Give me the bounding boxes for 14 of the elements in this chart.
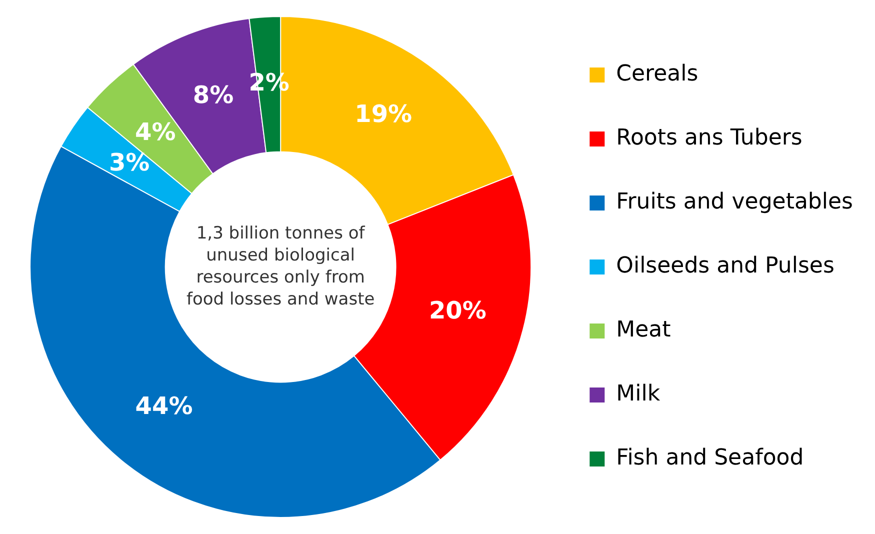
data-label: 20% (428, 296, 486, 325)
legend-label: Cereals (616, 62, 698, 87)
legend-label: Fish and Seafood (616, 446, 804, 471)
legend-label: Fruits and vegetables (616, 190, 854, 215)
legend-label: Oilseeds and Pulses (616, 254, 834, 279)
data-label: 19% (354, 100, 412, 128)
legend-label: Meat (616, 318, 672, 343)
text: 1,3 billion tonnes of unused biological resources only from food losses and waste (186, 223, 375, 310)
data-label: 3% (108, 148, 150, 176)
data-label: 44% (135, 392, 193, 420)
data-label: 8% (192, 81, 234, 110)
data-label: 4% (135, 118, 176, 146)
legend-label: Milk (616, 382, 660, 407)
legend-label: Roots ans Tubers (616, 126, 802, 151)
